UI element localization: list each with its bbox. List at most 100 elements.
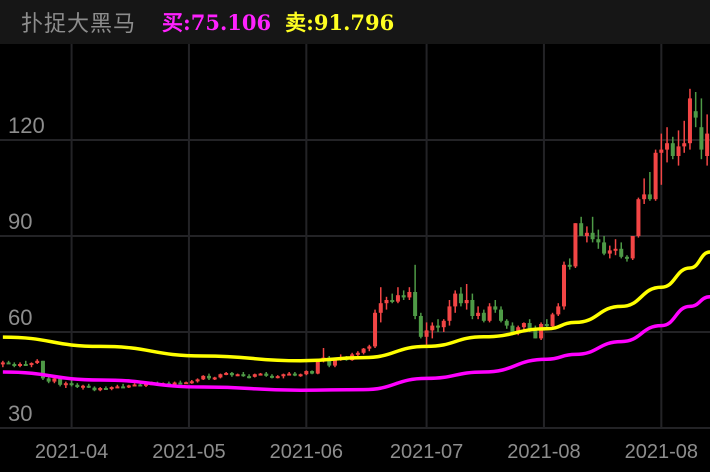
candle-up xyxy=(653,149,658,201)
candle-body xyxy=(92,387,97,391)
candle-up xyxy=(665,127,670,163)
candle-body xyxy=(46,378,51,382)
candle-body xyxy=(63,383,68,386)
candle-body xyxy=(6,362,11,365)
candle-down xyxy=(619,242,624,259)
candle-body xyxy=(58,378,63,385)
candle-down xyxy=(436,319,441,332)
candle-body xyxy=(269,375,274,378)
candle-up xyxy=(275,375,280,379)
candle-up xyxy=(367,344,372,352)
candle-body xyxy=(504,320,509,326)
candle-body xyxy=(670,143,675,156)
candle-up xyxy=(378,287,383,323)
candle-body xyxy=(292,373,297,376)
candle-body xyxy=(499,309,504,321)
candle-body xyxy=(579,223,584,236)
candle-body xyxy=(235,374,240,377)
candle-body xyxy=(241,374,246,377)
candle-body xyxy=(121,386,126,389)
candle-down xyxy=(602,236,607,256)
candle-up xyxy=(613,239,618,256)
x-tick-label: 2021-05 xyxy=(152,441,225,463)
candle-body xyxy=(561,264,566,307)
x-tick-label: 2021-06 xyxy=(270,441,343,463)
candle-down xyxy=(292,372,297,377)
candle-body xyxy=(247,376,252,379)
candle-body xyxy=(602,242,607,254)
candle-up xyxy=(395,287,400,304)
candle-up xyxy=(18,362,23,368)
candle-down xyxy=(493,300,498,313)
candle-down xyxy=(46,376,51,384)
candle-body xyxy=(138,384,143,387)
candle-body xyxy=(687,98,692,144)
y-tick-label: 30 xyxy=(8,401,32,426)
candle-body xyxy=(315,360,320,374)
candle-body xyxy=(607,250,612,254)
candle-down xyxy=(624,255,629,262)
candle-body xyxy=(642,194,647,200)
sell-value: 卖:91.796 xyxy=(285,10,395,35)
candle-body xyxy=(699,127,704,150)
candle-down xyxy=(458,287,463,307)
candle-down xyxy=(567,258,572,270)
candle-up xyxy=(298,373,303,377)
candle-body xyxy=(653,152,658,200)
candle-up xyxy=(556,303,561,316)
candle-up xyxy=(361,348,366,355)
candle-body xyxy=(86,385,91,388)
candle-down xyxy=(596,229,601,249)
candle-up xyxy=(642,178,647,204)
candle-up xyxy=(687,88,692,150)
candle-up xyxy=(682,120,687,153)
candle-body xyxy=(252,374,257,377)
candle-down xyxy=(418,312,423,339)
candle-body xyxy=(487,306,492,321)
y-tick-label: 90 xyxy=(8,209,32,234)
candle-up xyxy=(195,378,200,383)
candle-body xyxy=(630,236,635,259)
candle-down xyxy=(121,383,126,389)
candle-down xyxy=(92,386,97,392)
candle-up xyxy=(63,381,68,388)
candle-up xyxy=(453,290,458,313)
candle-body xyxy=(75,384,80,388)
candle-body xyxy=(287,373,292,376)
candle-body xyxy=(195,379,200,382)
candle-body xyxy=(464,300,469,304)
candle-down xyxy=(504,319,509,329)
candle-down xyxy=(699,98,704,160)
candle-down xyxy=(693,92,698,128)
candle-body xyxy=(367,346,372,349)
candle-down xyxy=(12,362,17,368)
candle-down xyxy=(247,374,252,379)
chart-header: 扑捉大黑马 买:75.106 卖:91.796 xyxy=(0,0,710,44)
candle-up xyxy=(281,373,286,379)
candle-up xyxy=(384,296,389,310)
candle-body xyxy=(510,325,515,334)
candle-body xyxy=(573,223,578,267)
candlestick-chart: 30 60 90 120 2021-04 2021-05 2021-06 2021-07 202… xyxy=(0,44,710,463)
candle-up xyxy=(676,130,681,166)
candle-up xyxy=(201,375,206,380)
candle-down xyxy=(86,383,91,388)
candle-down xyxy=(470,293,475,320)
candle-up xyxy=(430,322,435,339)
candle-up xyxy=(81,384,86,390)
candle-down xyxy=(269,374,274,379)
axis-labels: 30 60 90 120 2021-04 2021-05 2021-06 2021-07 202… xyxy=(8,113,698,463)
candle-body xyxy=(373,312,378,347)
candle-down xyxy=(670,136,675,160)
candle-up xyxy=(561,261,566,310)
candle-body xyxy=(401,295,406,298)
candle-body xyxy=(327,357,332,366)
candle-body xyxy=(172,382,177,385)
candle-body xyxy=(35,360,40,364)
candle-body xyxy=(567,264,572,267)
candle-body xyxy=(544,324,549,327)
candle-up xyxy=(373,309,378,348)
candle-down xyxy=(23,360,28,366)
candle-body xyxy=(647,194,652,200)
candle-down xyxy=(40,360,45,380)
